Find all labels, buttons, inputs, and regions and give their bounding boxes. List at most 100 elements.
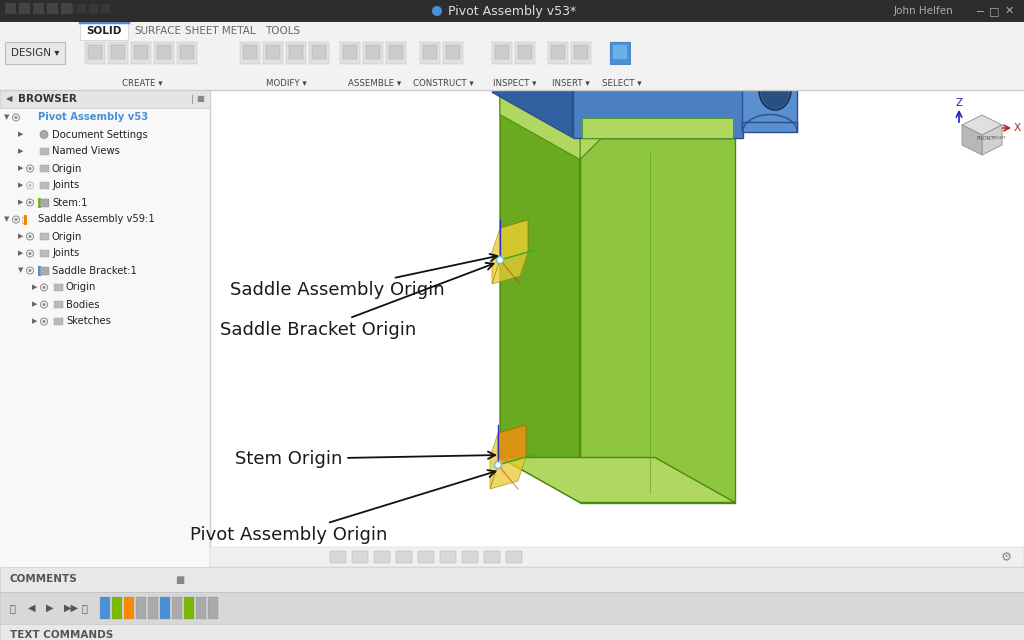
Bar: [289, 45, 303, 59]
Text: Saddle Bracket Origin: Saddle Bracket Origin: [220, 263, 494, 339]
Bar: [0, 22, 1024, 90]
Text: MODIFY ▾: MODIFY ▾: [265, 79, 306, 88]
Bar: [396, 551, 412, 563]
Bar: [374, 551, 390, 563]
Bar: [286, 42, 306, 64]
Text: SELECT ▾: SELECT ▾: [602, 79, 641, 88]
Text: Pivot Assembly Origin: Pivot Assembly Origin: [190, 470, 496, 544]
Polygon shape: [493, 0, 572, 138]
Bar: [108, 42, 128, 64]
Text: ⏭: ⏭: [82, 603, 88, 613]
Polygon shape: [663, 0, 798, 42]
Text: FRONT: FRONT: [976, 136, 994, 141]
Polygon shape: [500, 93, 580, 502]
Bar: [243, 45, 257, 59]
Text: ▶: ▶: [32, 319, 37, 324]
Circle shape: [29, 252, 32, 255]
Bar: [40, 182, 49, 189]
Bar: [613, 45, 627, 59]
Polygon shape: [492, 252, 528, 284]
Text: Z: Z: [955, 98, 963, 108]
Bar: [551, 45, 565, 59]
Text: ▶: ▶: [32, 285, 37, 291]
Text: ▶: ▶: [18, 250, 24, 257]
Text: ▼: ▼: [4, 216, 9, 223]
Polygon shape: [580, 138, 735, 502]
Bar: [0, 90, 210, 567]
Bar: [24, 214, 27, 225]
Bar: [548, 42, 568, 64]
Bar: [38, 266, 41, 275]
Text: Pivot Assembly v53*: Pivot Assembly v53*: [447, 4, 577, 17]
Polygon shape: [500, 220, 528, 260]
Text: Named Views: Named Views: [52, 147, 120, 157]
Circle shape: [29, 184, 32, 187]
Bar: [184, 597, 194, 619]
Bar: [40, 250, 49, 257]
Polygon shape: [500, 93, 580, 159]
Polygon shape: [490, 457, 526, 489]
Bar: [208, 597, 218, 619]
Bar: [65, 4, 74, 13]
Polygon shape: [582, 118, 733, 138]
Bar: [85, 42, 105, 64]
Text: Stem:1: Stem:1: [52, 198, 87, 207]
Bar: [112, 597, 122, 619]
Text: ▶▶: ▶▶: [63, 603, 79, 613]
Bar: [148, 597, 158, 619]
Text: RIGHT: RIGHT: [992, 136, 1006, 140]
Text: Document Settings: Document Settings: [52, 129, 147, 140]
Text: BROWSER: BROWSER: [18, 94, 77, 104]
Text: X: X: [1014, 123, 1021, 133]
Text: DESIGN ▾: DESIGN ▾: [10, 48, 59, 58]
Bar: [47, 3, 58, 14]
Bar: [352, 551, 368, 563]
Circle shape: [43, 320, 45, 323]
Circle shape: [14, 218, 17, 221]
Bar: [420, 42, 440, 64]
Text: ■: ■: [175, 575, 184, 584]
Polygon shape: [500, 458, 735, 502]
Bar: [309, 42, 329, 64]
Text: SHEET METAL: SHEET METAL: [185, 26, 256, 36]
Bar: [610, 42, 630, 64]
Text: ▶: ▶: [18, 131, 24, 138]
Circle shape: [43, 303, 45, 306]
Circle shape: [29, 167, 32, 170]
Bar: [40, 233, 49, 240]
Bar: [129, 22, 187, 40]
Bar: [80, 22, 128, 40]
Bar: [330, 551, 346, 563]
Polygon shape: [500, 93, 735, 138]
Bar: [386, 42, 406, 64]
Text: ▶: ▶: [18, 148, 24, 154]
Bar: [492, 42, 512, 64]
Bar: [188, 22, 253, 40]
Bar: [613, 45, 627, 59]
Text: TEXT COMMANDS: TEXT COMMANDS: [10, 630, 114, 640]
Text: ◀: ◀: [28, 603, 36, 613]
Bar: [418, 551, 434, 563]
Bar: [210, 90, 1024, 567]
Bar: [100, 597, 110, 619]
Text: ▶: ▶: [18, 166, 24, 172]
Text: ▼: ▼: [18, 268, 24, 273]
Text: COMMENTS: COMMENTS: [10, 575, 78, 584]
Bar: [172, 597, 182, 619]
Text: ▶: ▶: [18, 200, 24, 205]
Bar: [40, 148, 49, 155]
Text: □: □: [989, 6, 999, 16]
Bar: [0, 0, 1024, 22]
Text: Bodies: Bodies: [66, 300, 99, 310]
Text: INSPECT ▾: INSPECT ▾: [494, 79, 537, 88]
Bar: [0, 90, 210, 108]
Text: Saddle Assembly v59:1: Saddle Assembly v59:1: [38, 214, 155, 225]
Bar: [196, 597, 206, 619]
Text: Pivot Assembly v53: Pivot Assembly v53: [38, 113, 148, 122]
Bar: [571, 42, 591, 64]
Bar: [40, 266, 49, 275]
Bar: [610, 42, 630, 64]
Bar: [131, 42, 151, 64]
Text: ◀: ◀: [6, 95, 12, 104]
Text: SOLID: SOLID: [86, 26, 122, 36]
